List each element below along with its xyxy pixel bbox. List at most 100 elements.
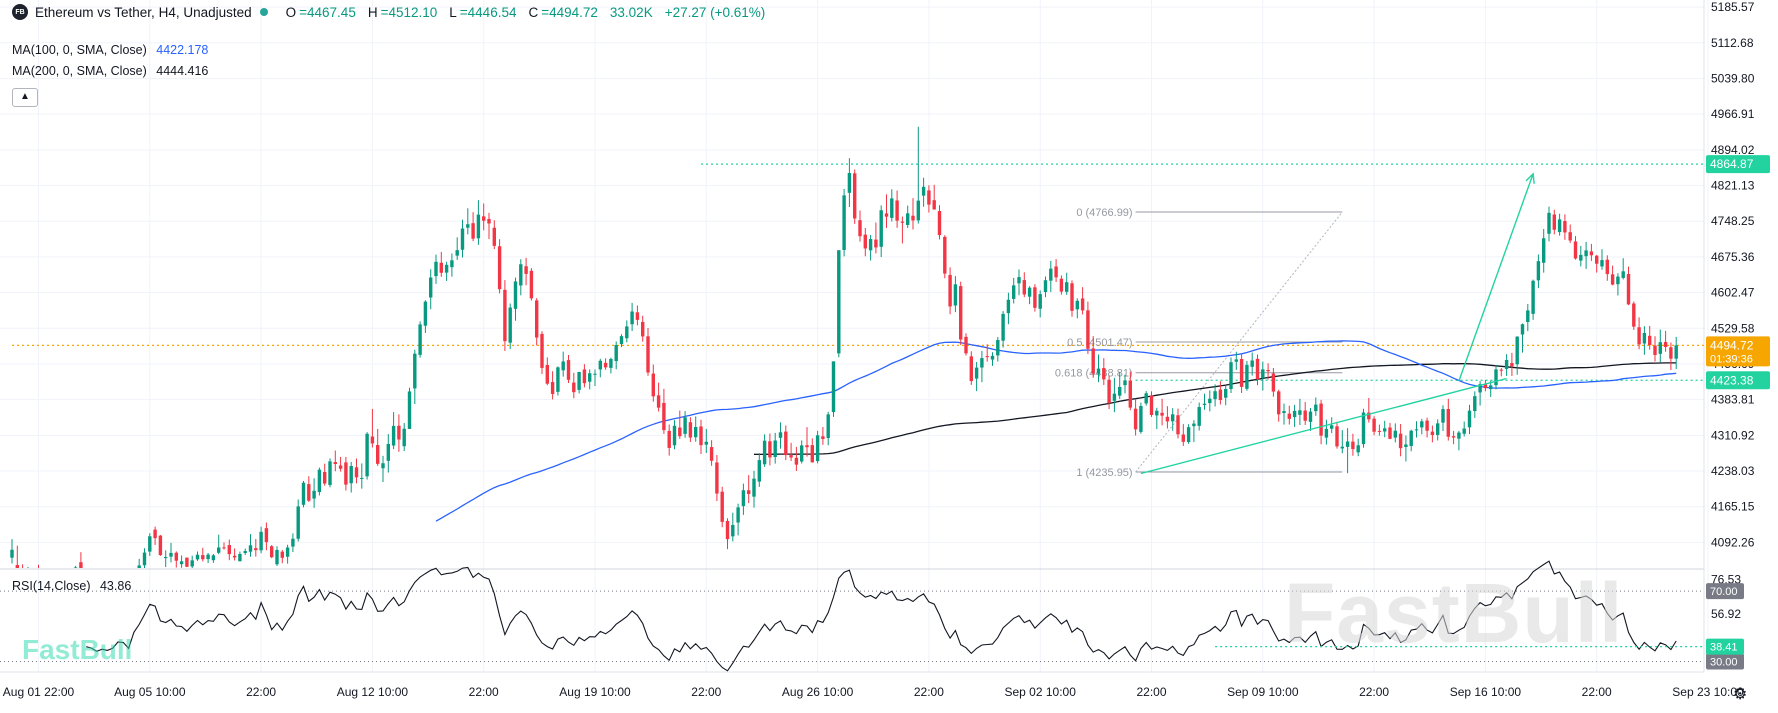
candle-body: [407, 391, 412, 429]
candle-body: [593, 373, 597, 375]
candle-body: [1133, 408, 1138, 430]
candle: [662, 388, 666, 434]
candle: [699, 419, 703, 455]
price-tick-1: 5112.68: [1711, 36, 1754, 50]
candle-body: [1001, 313, 1005, 341]
candle: [1181, 424, 1185, 446]
collapse-legend-button[interactable]: ▲: [12, 88, 38, 107]
candle-body: [391, 425, 396, 446]
candle: [1409, 429, 1413, 452]
drawings[interactable]: [1140, 172, 1535, 475]
candle: [943, 235, 947, 279]
fibonacci-retracement[interactable]: 0 (4766.99)0.5 (4501.47)0.618 (4438.81)1…: [1055, 207, 1343, 479]
candle-body: [805, 445, 809, 448]
time-tick-10: 22:00: [1136, 685, 1166, 699]
candle: [704, 428, 708, 453]
candle: [535, 298, 539, 346]
ma200-legend[interactable]: MA(200, 0, SMA, Close) 4444.416: [12, 64, 208, 78]
candle-body: [519, 264, 523, 286]
candle: [1377, 424, 1382, 436]
candle: [471, 212, 475, 242]
fib-level-label-1: 0.5 (4501.47): [1067, 337, 1132, 349]
candle: [1319, 399, 1323, 445]
candle: [323, 463, 327, 486]
candle-body: [248, 545, 253, 552]
candle: [291, 533, 295, 553]
candle: [397, 414, 401, 452]
candle-body: [439, 262, 443, 273]
ma100-legend[interactable]: MA(100, 0, SMA, Close) 4422.178: [12, 43, 208, 57]
candle: [906, 205, 910, 228]
candle-body: [715, 462, 719, 494]
candle-body: [328, 461, 332, 485]
candle: [709, 440, 714, 466]
candle-body: [731, 524, 735, 537]
candle-body: [270, 546, 274, 558]
candle: [1573, 236, 1578, 260]
candle-body: [810, 445, 814, 463]
candle: [58, 601, 61, 609]
candle: [762, 434, 767, 467]
candle: [338, 456, 343, 472]
candle-body: [434, 261, 438, 277]
candle: [1367, 397, 1371, 423]
candle-body: [614, 345, 618, 362]
candle: [1303, 402, 1307, 425]
candle: [694, 416, 698, 442]
candle-body: [1107, 379, 1111, 404]
candle: [1271, 367, 1276, 397]
candle-body: [879, 210, 883, 247]
rsi-legend[interactable]: RSI(14,Close) 43.86: [12, 579, 131, 593]
candle: [794, 446, 799, 471]
candle-body: [10, 549, 14, 558]
candle-body: [1277, 391, 1281, 415]
candle-body: [964, 336, 968, 354]
axes: 5185.57 5112.68 5039.80 4966.91 4894.02 4821.…: [3, 0, 1770, 699]
time-tick-1: Aug 05 10:00: [114, 685, 186, 699]
candle: [1160, 398, 1164, 426]
candle: [148, 533, 152, 557]
candle: [1080, 287, 1085, 315]
price-badge-0-bg: [1706, 155, 1770, 174]
candle: [275, 546, 279, 567]
time-tick-4: 22:00: [469, 685, 499, 699]
candle: [1038, 290, 1042, 318]
gear-icon[interactable]: ⚙: [1733, 686, 1748, 703]
price-badge-0-text: 4864.87: [1710, 157, 1754, 171]
candle-body: [1054, 266, 1058, 278]
price-badge-1-bg: [1706, 336, 1770, 367]
candle: [582, 364, 587, 388]
candle: [248, 534, 253, 557]
candle-body: [1335, 426, 1339, 447]
candle: [1616, 273, 1620, 296]
candle: [1462, 421, 1466, 437]
candle: [1669, 342, 1673, 371]
candle-body: [1642, 332, 1647, 344]
candle: [365, 432, 369, 480]
candle: [73, 565, 78, 568]
candle-body: [1202, 403, 1207, 405]
time-tick-8: 22:00: [914, 685, 944, 699]
candle: [513, 277, 518, 321]
candle: [789, 442, 793, 461]
candle: [1653, 336, 1657, 362]
candle: [1123, 374, 1127, 394]
candle-body: [21, 568, 24, 579]
candle-body: [79, 562, 83, 568]
candle-body: [1192, 423, 1196, 427]
candle: [349, 461, 353, 493]
candle-body: [1579, 254, 1583, 261]
candle: [1605, 255, 1609, 281]
candle: [868, 234, 873, 261]
candle-body: [1398, 433, 1403, 449]
candle: [174, 551, 178, 568]
candle-body: [1308, 411, 1313, 422]
candle: [810, 438, 814, 463]
candle-body: [179, 561, 184, 565]
candle-body: [333, 462, 337, 464]
candle: [932, 184, 936, 210]
candle: [890, 189, 894, 222]
candle-body: [1255, 358, 1260, 380]
symbol-title[interactable]: Ethereum vs Tether, H4, Unadjusted: [35, 4, 252, 20]
